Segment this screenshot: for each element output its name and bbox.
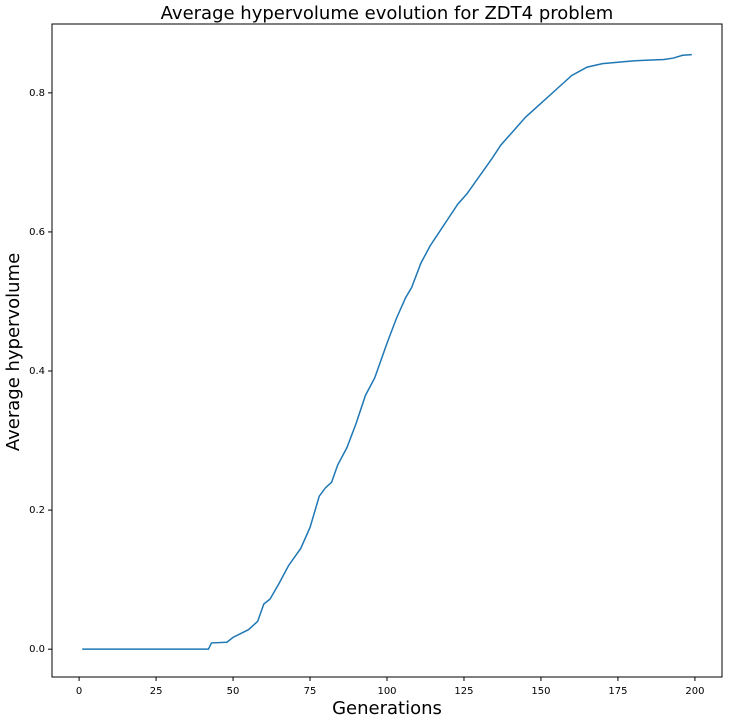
- y-tick-label: 0.4: [29, 366, 45, 377]
- x-axis-label: Generations: [332, 698, 442, 719]
- plot-frame: [51, 23, 723, 678]
- chart-title: Average hypervolume evolution for ZDT4 p…: [161, 3, 614, 24]
- line: [82, 53, 692, 650]
- y-tick-label: 0.8: [29, 88, 45, 99]
- x-tick-label: 150: [531, 686, 550, 697]
- x-tick-label: 100: [377, 686, 396, 697]
- y-tick-label: 0.0: [29, 644, 45, 655]
- y-tick-label: 0.2: [29, 505, 45, 516]
- x-tick-label: 125: [454, 686, 473, 697]
- y-axis-label: Average hypervolume: [3, 253, 24, 451]
- x-tick-label: 200: [685, 686, 704, 697]
- x-tick-label: 0: [76, 686, 82, 697]
- x-tick-label: 75: [304, 686, 317, 697]
- y-tick-label: 0.6: [29, 227, 45, 238]
- x-tick-label: 50: [227, 686, 240, 697]
- x-tick-label: 175: [608, 686, 627, 697]
- x-tick-label: 25: [150, 686, 163, 697]
